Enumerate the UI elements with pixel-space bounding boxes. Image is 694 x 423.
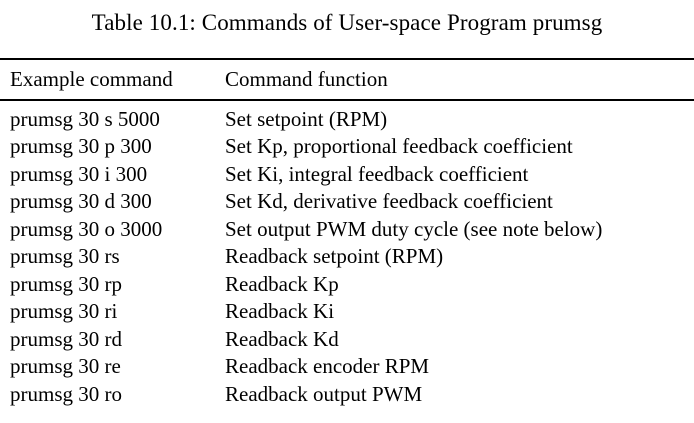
function-cell: Set Ki, integral feedback coefficient bbox=[225, 161, 529, 186]
table-row: prumsg 30 re Readback encoder RPM bbox=[0, 353, 694, 381]
table-row: prumsg 30 s 5000 Set setpoint (RPM) bbox=[0, 106, 694, 134]
table-header-rule bbox=[0, 99, 694, 101]
function-cell: Readback encoder RPM bbox=[225, 354, 430, 378]
function-cell: Readback Ki bbox=[225, 299, 335, 323]
command-cell: prumsg 30 o 3000 bbox=[10, 216, 163, 241]
table-row: prumsg 30 rp Readback Kp bbox=[0, 271, 694, 299]
command-cell: prumsg 30 re bbox=[10, 354, 121, 378]
function-cell: Readback setpoint (RPM) bbox=[225, 244, 444, 268]
function-cell: Set Kp, proportional feedback coefficien… bbox=[225, 134, 573, 158]
command-cell: prumsg 30 ri bbox=[10, 299, 118, 323]
command-cell: prumsg 30 d 300 bbox=[10, 189, 152, 213]
command-cell: prumsg 30 i 300 bbox=[10, 161, 148, 186]
table-header-row: Example command Command function bbox=[0, 60, 694, 99]
command-cell: prumsg 30 p 300 bbox=[10, 134, 152, 158]
column-header-command-function: Command function bbox=[225, 67, 388, 91]
table-row: prumsg 30 o 3000 Set output PWM duty cyc… bbox=[0, 216, 694, 244]
function-cell: Set setpoint (RPM) bbox=[225, 106, 388, 131]
command-cell: prumsg 30 s 5000 bbox=[10, 106, 160, 131]
table-caption: Table 10.1: Commands of User-space Progr… bbox=[91, 10, 603, 35]
function-cell: Readback output PWM bbox=[225, 381, 423, 406]
column-header-example-command: Example command bbox=[10, 67, 173, 91]
function-cell: Set output PWM duty cycle (see note belo… bbox=[225, 216, 603, 241]
table-row: prumsg 30 i 300 Set Ki, integral feedbac… bbox=[0, 161, 694, 189]
table-row: prumsg 30 rs Readback setpoint (RPM) bbox=[0, 243, 694, 271]
table-row: prumsg 30 ro Readback output PWM bbox=[0, 381, 694, 409]
command-cell: prumsg 30 ro bbox=[10, 381, 122, 406]
table-row: prumsg 30 rd Readback Kd bbox=[0, 326, 694, 354]
table-row: prumsg 30 ri Readback Ki bbox=[0, 298, 694, 326]
table-top-rule bbox=[0, 58, 694, 60]
function-cell: Set Kd, derivative feedback coefficient bbox=[225, 189, 553, 213]
table-body: prumsg 30 s 5000 Set setpoint (RPM) prum… bbox=[0, 101, 694, 409]
command-cell: prumsg 30 rp bbox=[10, 271, 122, 296]
table-row: prumsg 30 d 300 Set Kd, derivative feedb… bbox=[0, 188, 694, 216]
function-cell: Readback Kp bbox=[225, 271, 339, 296]
command-cell: prumsg 30 rd bbox=[10, 326, 122, 351]
function-cell: Readback Kd bbox=[225, 326, 339, 351]
table-row: prumsg 30 p 300 Set Kp, proportional fee… bbox=[0, 133, 694, 161]
command-cell: prumsg 30 rs bbox=[10, 244, 120, 268]
